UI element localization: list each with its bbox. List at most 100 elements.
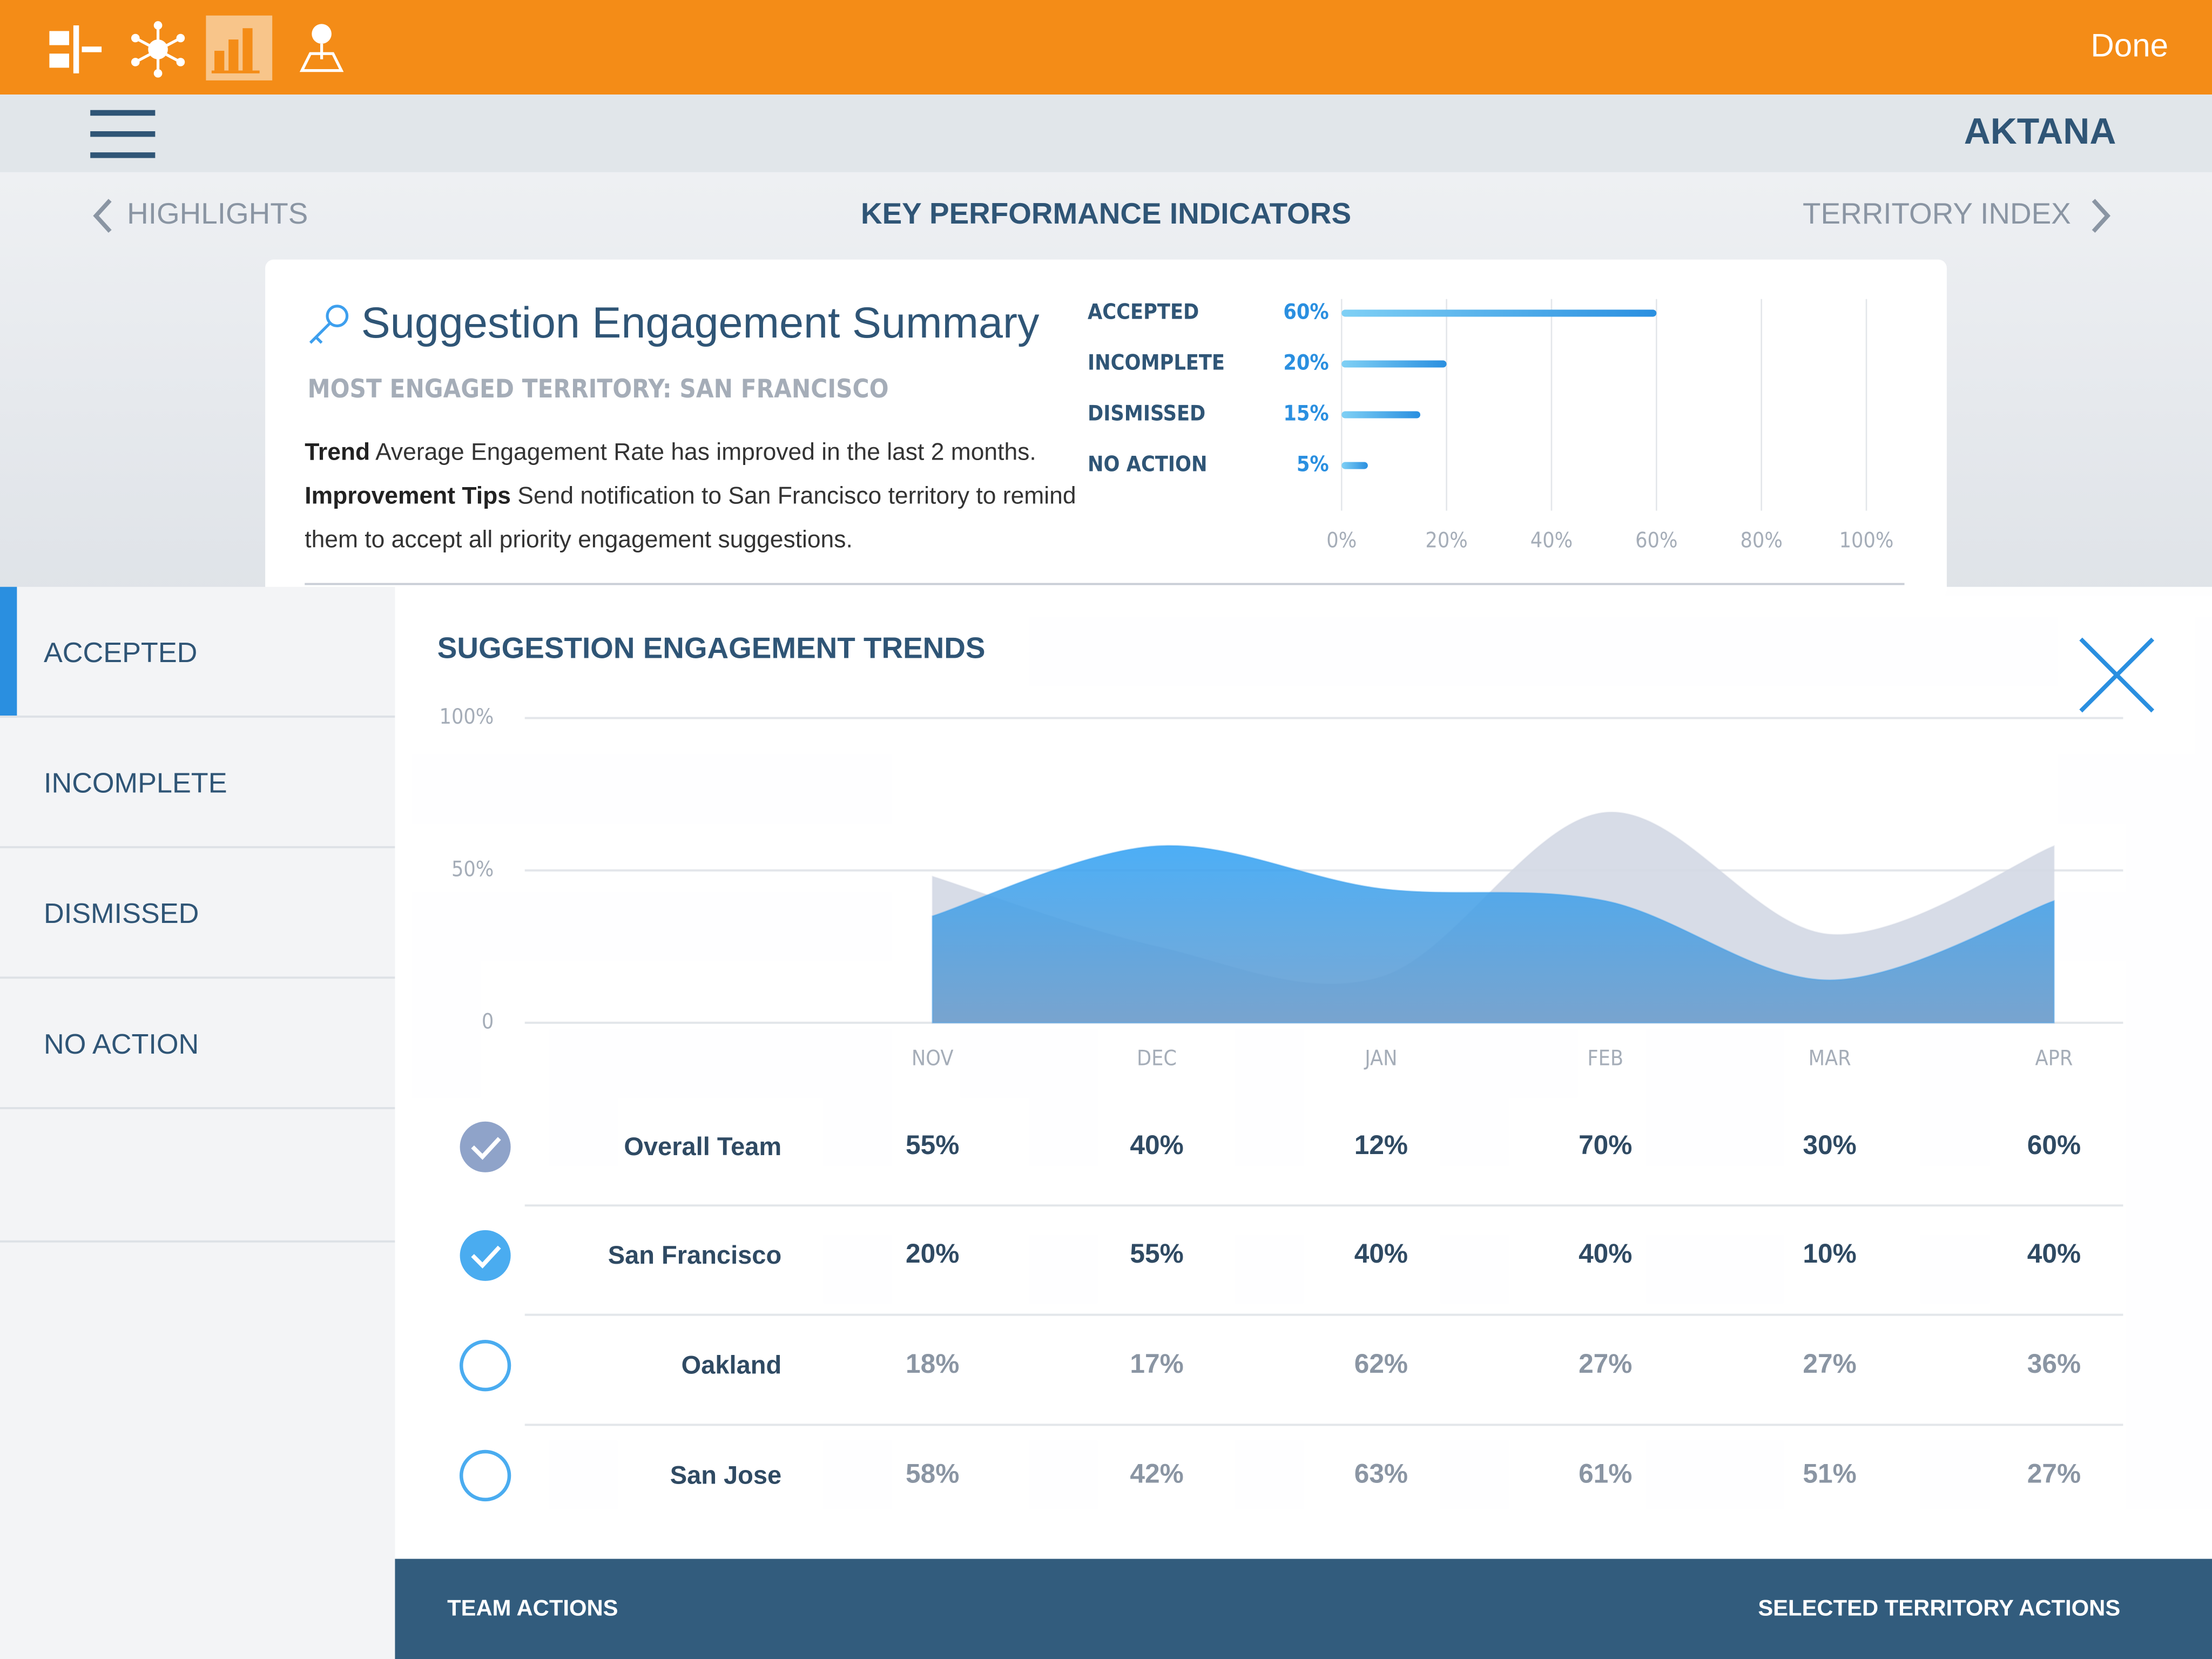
team-actions[interactable]: TEAM ACTIONS [447, 1595, 618, 1621]
category-label: INCOMPLETE [1088, 350, 1225, 375]
toolbar [0, 0, 2212, 95]
bar [1341, 360, 1447, 368]
y-tick-label: 50% [451, 857, 494, 881]
cell-value: 40% [1130, 1130, 1183, 1160]
nav-next[interactable]: TERRITORY INDEX [1803, 197, 2071, 230]
checkbox-fill [460, 1121, 511, 1172]
cell-value: 27% [1803, 1348, 1856, 1379]
cell-value: 62% [1354, 1348, 1408, 1379]
summary-bar-chart: 0% 20% 40% 60% 80% 100% ACCEPTED 60% INCOMPLETE 2… [305, 299, 1905, 585]
cell-value: 40% [2027, 1238, 2081, 1269]
row-name: San Francisco [608, 1240, 781, 1269]
bar [1341, 411, 1421, 419]
cell-value: 30% [1803, 1130, 1856, 1160]
icon-charts[interactable] [206, 15, 273, 80]
cell-value: 60% [2027, 1130, 2081, 1160]
y-tick-label: 100% [440, 705, 494, 729]
menu-button[interactable] [90, 110, 156, 158]
category-label: NO ACTION [1088, 453, 1207, 477]
done-button[interactable]: Done [2090, 28, 2168, 64]
checkbox[interactable] [460, 1121, 511, 1172]
tips-label: Improvement Tips [305, 482, 511, 510]
x-tick-label: MAR [1809, 1046, 1851, 1070]
cell-value: 27% [1579, 1348, 1632, 1379]
x-tick-label: 0% [1326, 529, 1357, 553]
key-icon [309, 305, 349, 344]
area [932, 845, 2055, 1024]
footer-bar [395, 1559, 2212, 1659]
brand: AKTANA [1964, 111, 2116, 152]
row-name: Overall Team [624, 1132, 781, 1161]
x-tick-label: 80% [1740, 529, 1782, 553]
value-label: 20% [1283, 350, 1328, 375]
cell-value: 40% [1354, 1238, 1408, 1269]
value-label: 5% [1297, 453, 1329, 477]
cell-value: 12% [1354, 1130, 1408, 1160]
bar [1341, 309, 1657, 317]
checkbox-outline [459, 1449, 511, 1502]
cell-value: 36% [2027, 1348, 2081, 1379]
cell-value: 10% [1803, 1238, 1856, 1269]
icon-network[interactable] [131, 21, 185, 78]
x-tick-label: 60% [1635, 529, 1677, 553]
checkmark [471, 1137, 501, 1160]
cell-value: 18% [906, 1348, 959, 1379]
trend-label: Trend [305, 439, 370, 466]
x-tick-label: APR [2035, 1046, 2073, 1070]
summary-text: Trend Average Engagement Rate has improv… [305, 439, 1076, 553]
x-tick-label: JAN [1364, 1046, 1397, 1070]
x-tick-label: 100% [1839, 529, 1894, 553]
next-arrow[interactable] [2092, 199, 2110, 233]
cell-value: 42% [1130, 1459, 1183, 1489]
checkbox[interactable] [460, 1230, 511, 1281]
prev-arrow[interactable] [93, 199, 112, 233]
checkbox[interactable] [459, 1449, 511, 1502]
trend-text: Average Engagement Rate has improved in … [375, 439, 1036, 466]
checkbox-fill [460, 1230, 511, 1281]
trends-area-chart: 0 50% 100% NOV DEC JAN FEB MAR APR [440, 705, 2123, 1070]
trends-title: SUGGESTION ENGAGEMENT TRENDS [437, 631, 986, 665]
x-tick-label: FEB [1587, 1046, 1623, 1070]
row-name: San Jose [670, 1460, 781, 1489]
sidebar-item[interactable]: DISMISSED [44, 898, 199, 929]
checkbox-outline [459, 1339, 511, 1392]
icon-flow[interactable] [49, 25, 102, 73]
sidebar [0, 586, 395, 1659]
cell-value: 40% [1579, 1238, 1632, 1269]
cell-value: 70% [1579, 1130, 1632, 1160]
row-name: Oakland [682, 1351, 782, 1379]
toolbar-icons [49, 15, 344, 80]
nav-previous[interactable]: HIGHLIGHTS [127, 197, 308, 230]
summary-subtitle: MOST ENGAGED TERRITORY: SAN FRANCISCO [307, 374, 888, 404]
summary-title: Suggestion Engagement Summary [361, 299, 1040, 347]
cell-value: 61% [1579, 1459, 1632, 1489]
icon-map[interactable] [299, 24, 344, 72]
summary-card [265, 259, 1947, 598]
cell-value: 27% [2027, 1459, 2081, 1489]
x-tick-label: NOV [912, 1046, 954, 1070]
x-tick-label: 40% [1530, 529, 1573, 553]
y-tick-label: 0 [482, 1009, 494, 1034]
checkbox[interactable] [459, 1339, 511, 1392]
territory-actions[interactable]: SELECTED TERRITORY ACTIONS [1758, 1595, 2120, 1621]
sidebar-item[interactable]: INCOMPLETE [44, 768, 227, 799]
cell-value: 55% [906, 1130, 959, 1160]
cell-value: 20% [906, 1238, 959, 1269]
sidebar-items: ACCEPTED INCOMPLETE DISMISSED NO ACTION [0, 586, 395, 1243]
close-button[interactable] [2079, 637, 2155, 713]
value-label: 15% [1283, 402, 1328, 426]
cell-value: 63% [1354, 1459, 1408, 1489]
tips-text: Send notification to San Francisco terri… [305, 482, 1076, 553]
trends-panel [395, 586, 2212, 1561]
cell-value: 17% [1130, 1348, 1183, 1379]
checkmark [471, 1245, 501, 1269]
selected-indicator [0, 586, 17, 717]
sidebar-item[interactable]: ACCEPTED [44, 637, 197, 669]
trends-table: Overall Team 55% 40% 12% 70% 30% 60% San Franci… [459, 1121, 2123, 1502]
cell-value: 58% [906, 1459, 959, 1489]
x-tick-label: DEC [1137, 1046, 1177, 1070]
sidebar-item[interactable]: NO ACTION [44, 1029, 199, 1060]
x-tick-label: 20% [1425, 529, 1467, 553]
